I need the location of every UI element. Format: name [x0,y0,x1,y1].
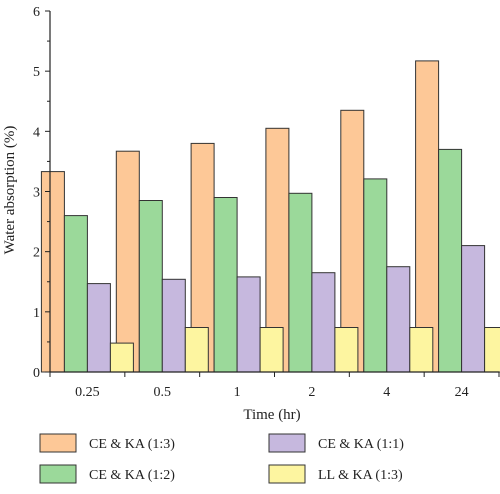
x-tick-label: 2 [308,385,315,400]
y-tick-label: 1 [33,306,40,321]
x-tick-label: 1 [234,385,241,400]
bar-series-1-cat-2 [115,150,140,373]
bar-series-4-cat-1 [109,342,134,373]
legend-item: CE & KA (1:3) [39,433,175,453]
plot-area [40,60,500,373]
y-tick-label: 0 [33,366,40,381]
bar-series-4-cat-5 [409,327,434,373]
legend-label: CE & KA (1:2) [89,468,175,483]
bar-series-4-cat-3 [259,327,284,373]
bar-series-3-cat-6 [461,245,486,373]
legend-item: CE & KA (1:2) [39,464,175,484]
legend-label: CE & KA (1:1) [318,437,404,452]
x-axis: 0.25 0.5 1 2 4 24 [49,371,500,400]
bar-series-4-cat-4 [334,327,359,373]
bar-series-2-cat-6 [438,148,463,373]
y-tick-label: 3 [33,186,40,201]
y-tick-label: 2 [33,246,40,261]
bar-series-2-cat-3 [213,197,238,373]
y-tick-label: 6 [33,5,40,20]
legend: CE & KA (1:3) CE & KA (1:2) CE & KA (1:1) L… [39,433,404,484]
bar-series-4-cat-2 [184,327,209,373]
legend-label: LL & KA (1:3) [318,468,403,483]
bar-series-3-cat-1 [86,283,111,373]
y-axis-title: Water absorption (%) [2,126,18,255]
bar-series-3-cat-2 [161,278,186,373]
bar-series-2-cat-4 [288,192,313,373]
bar-series-2-cat-1 [63,215,88,373]
legend-swatch [268,464,306,484]
bar-series-1-cat-6 [415,60,440,373]
legend-swatch [268,433,306,453]
legend-item: CE & KA (1:1) [268,433,404,453]
x-tick-label: 4 [383,385,390,400]
legend-swatch [39,464,77,484]
bar-series-2-cat-5 [363,178,388,373]
bar-series-3-cat-5 [386,266,411,373]
legend-label: CE & KA (1:3) [89,437,175,452]
x-tick-label: 0.5 [154,385,172,400]
legend-item: LL & KA (1:3) [268,464,403,484]
bar-series-3-cat-4 [311,272,336,373]
y-tick-label: 5 [33,65,40,80]
legend-swatch [39,433,77,453]
y-axis: 0 1 2 3 4 5 6 [33,5,51,381]
bar-series-3-cat-3 [236,276,261,373]
bar-series-1-cat-1 [40,171,65,373]
bar-series-4-cat-6 [484,327,500,373]
bar-series-2-cat-2 [138,200,163,373]
y-tick-label: 4 [33,125,40,140]
x-axis-title: Time (hr) [243,407,300,423]
x-tick-label: 24 [455,385,469,400]
x-tick-label: 0.25 [75,385,100,400]
